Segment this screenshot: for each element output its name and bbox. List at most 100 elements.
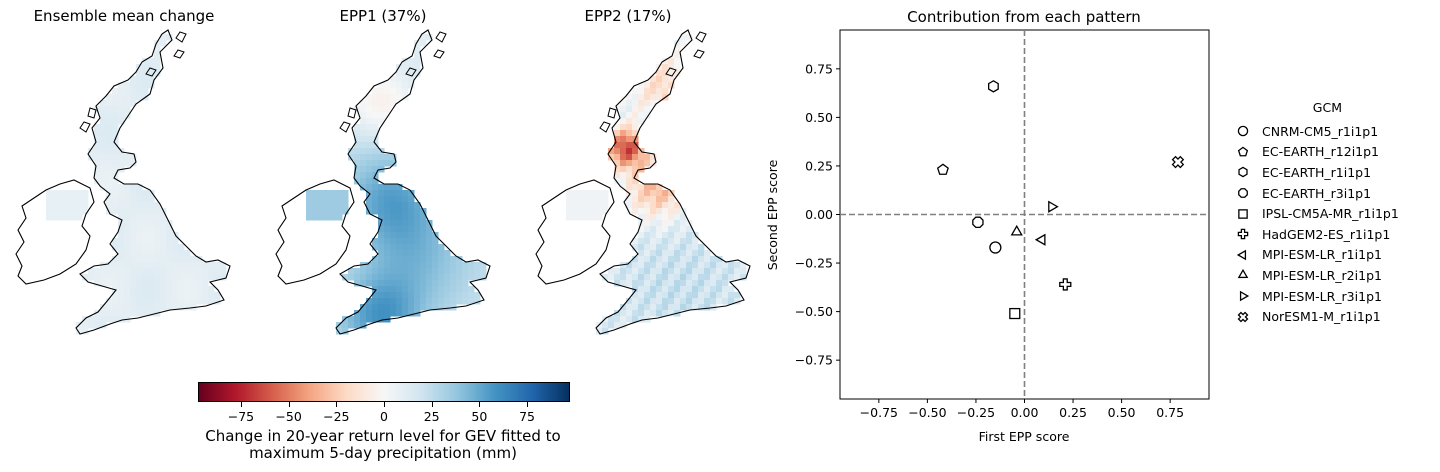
map-cell <box>408 238 415 245</box>
map-cell <box>166 304 173 311</box>
map-cell <box>342 322 349 329</box>
map-cell <box>94 136 101 143</box>
map-cell <box>438 304 445 311</box>
map-cell <box>390 208 397 215</box>
map-cell <box>378 112 385 119</box>
map-cell <box>444 268 451 275</box>
map-cell <box>656 196 663 203</box>
map-cell <box>160 304 167 311</box>
map-cell <box>142 196 149 203</box>
map-cell <box>692 250 699 257</box>
map-cell <box>644 280 651 287</box>
map-cell <box>142 256 149 263</box>
map-cell <box>148 250 155 257</box>
map-cell <box>686 274 693 281</box>
map-cell <box>650 220 657 227</box>
map-cell <box>384 232 391 239</box>
map-cell <box>306 202 313 209</box>
map-cell <box>698 292 705 299</box>
map-cell <box>650 310 657 317</box>
map-cell <box>82 322 89 329</box>
map-cell <box>172 238 179 245</box>
map-cell <box>112 268 119 275</box>
map-cell <box>100 172 107 179</box>
map-cell <box>384 256 391 263</box>
map-cell <box>390 238 397 245</box>
map-cell <box>426 304 433 311</box>
legend-marker <box>1238 208 1248 219</box>
map-cell <box>118 292 125 299</box>
map-cell <box>190 298 197 305</box>
coastline-great-britain <box>335 29 491 335</box>
map-cell <box>396 214 403 221</box>
map-cell <box>360 160 367 167</box>
map-cell <box>384 268 391 275</box>
map-cell <box>190 268 197 275</box>
map-cell <box>118 184 125 191</box>
map-cell <box>686 232 693 239</box>
coastline-island <box>695 31 707 43</box>
map-cell <box>456 298 463 305</box>
map-cell <box>596 202 603 209</box>
map-cell <box>118 88 125 95</box>
map-cell <box>384 274 391 281</box>
map-cell <box>378 106 385 113</box>
map-cell <box>632 304 639 311</box>
map-cell <box>638 154 645 161</box>
map-cell <box>378 250 385 257</box>
map-cell <box>638 262 645 269</box>
map-cell <box>70 202 77 209</box>
map-cell <box>100 124 107 131</box>
map-cell <box>656 268 663 275</box>
map-cell <box>644 238 651 245</box>
map-cell <box>632 262 639 269</box>
map-cell <box>372 112 379 119</box>
map-cell <box>728 292 735 299</box>
map-cell <box>124 238 131 245</box>
map-cell <box>148 58 155 65</box>
map-cell <box>638 238 645 245</box>
map-cell <box>172 274 179 281</box>
map-cell <box>644 298 651 305</box>
map-cell <box>656 184 663 191</box>
map-cell <box>668 244 675 251</box>
map-cell <box>468 268 475 275</box>
map-cell <box>644 262 651 269</box>
map-cell <box>130 214 137 221</box>
map-cell <box>662 58 669 65</box>
map-cell <box>106 166 113 173</box>
legend-marker-shape <box>1238 167 1248 178</box>
map-cell <box>118 256 125 263</box>
map-cell <box>704 304 711 311</box>
map-cell <box>342 274 349 281</box>
map-cell <box>202 268 209 275</box>
map-cell <box>124 268 131 275</box>
map-cell <box>366 166 373 173</box>
map-cell <box>402 70 409 77</box>
map-cell <box>638 208 645 215</box>
map-cell <box>650 250 657 257</box>
map-cell <box>722 298 729 305</box>
map-cell <box>584 208 591 215</box>
map-cell <box>154 214 161 221</box>
map-cell <box>444 286 451 293</box>
map-cell <box>584 196 591 203</box>
map-epp2 <box>535 29 751 335</box>
map-cell <box>136 298 143 305</box>
map-cell <box>656 208 663 215</box>
map-cell <box>662 256 669 263</box>
map-cell <box>118 286 125 293</box>
map-cell <box>366 160 373 167</box>
legend-label: CNRM-CM5_r1i1p1 <box>1262 123 1379 139</box>
map-cell <box>432 262 439 269</box>
map-cell <box>414 274 421 281</box>
map-cell <box>426 274 433 281</box>
map-cell <box>118 274 125 281</box>
map-cell <box>124 94 131 101</box>
map-cell <box>94 280 101 287</box>
colorbar-tick <box>384 402 385 407</box>
map-cell <box>112 292 119 299</box>
map-cell <box>178 244 185 251</box>
map-cell <box>420 226 427 233</box>
map-cell <box>468 262 475 269</box>
